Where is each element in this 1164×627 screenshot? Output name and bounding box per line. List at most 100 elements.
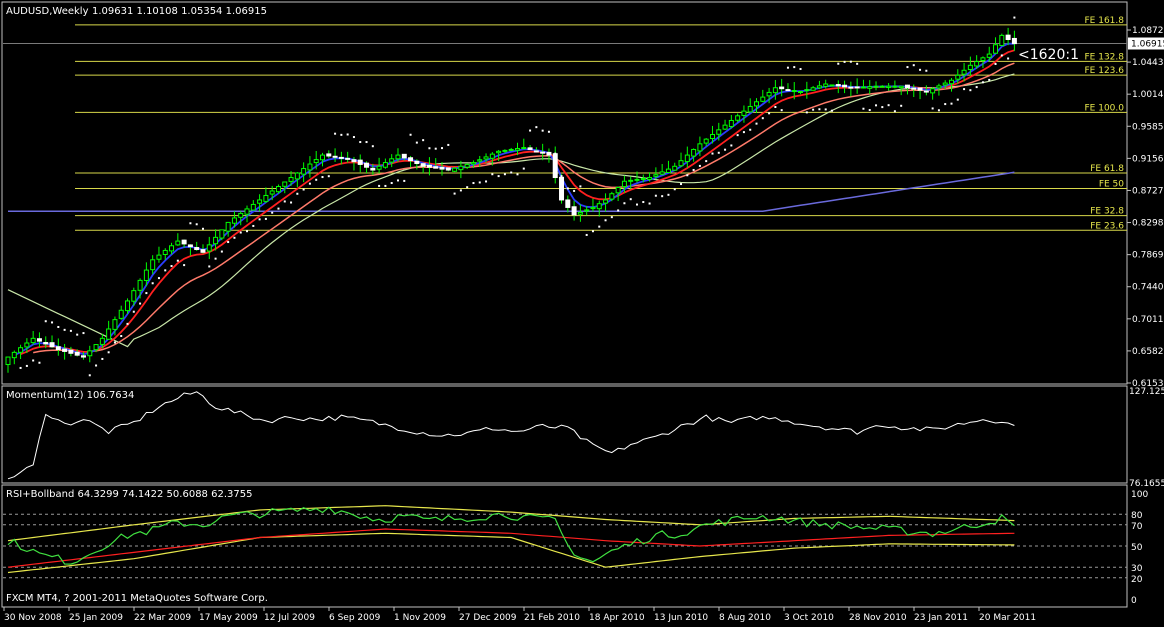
sar-dot xyxy=(120,335,123,338)
sar-dot xyxy=(340,133,343,136)
sar-dot xyxy=(308,182,311,185)
candle-body xyxy=(49,342,55,348)
sar-dot xyxy=(698,164,701,167)
fibo-label: FE 100.0 xyxy=(1085,103,1125,113)
candle-body xyxy=(955,74,961,80)
candle-body xyxy=(389,158,395,163)
candle-body xyxy=(169,245,175,252)
candle-body xyxy=(74,351,80,356)
ema-blue-line xyxy=(13,42,1015,357)
candle-body xyxy=(791,90,797,93)
candle-body xyxy=(213,236,219,245)
sar-dot xyxy=(598,225,601,228)
candle-body xyxy=(408,157,414,162)
sar-dot xyxy=(900,104,903,107)
candle-body xyxy=(892,85,898,88)
rsi-middle-band xyxy=(7,528,1015,568)
fibo-label: FE 123.6 xyxy=(1085,66,1125,76)
candle-body xyxy=(835,84,841,87)
candle-body xyxy=(659,171,665,175)
sar-dot xyxy=(76,333,79,336)
time-tick-label: 8 Aug 2010 xyxy=(719,613,771,623)
candle-body xyxy=(930,88,936,94)
sar-dot xyxy=(271,211,274,214)
sar-dot xyxy=(843,60,846,63)
sar-dot xyxy=(761,117,764,120)
candle-body xyxy=(118,309,124,319)
candle-body xyxy=(439,166,445,170)
sar-dot xyxy=(239,231,242,234)
candle-body xyxy=(200,249,206,253)
sar-dot xyxy=(352,136,355,139)
candle-body xyxy=(936,85,942,89)
candle-body xyxy=(470,162,476,165)
fibo-label: FE 32.8 xyxy=(1090,207,1124,217)
candle-body xyxy=(848,86,854,89)
sar-dot xyxy=(554,152,557,155)
sar-dot xyxy=(164,269,167,272)
sar-dot xyxy=(692,168,695,171)
sar-dot xyxy=(919,68,922,71)
candle-body xyxy=(370,167,376,171)
footer-copyright: FXCM MT4, ? 2001-2011 MetaQuotes Softwar… xyxy=(6,593,268,604)
candle-body xyxy=(634,178,640,181)
candle-body xyxy=(873,85,879,88)
sar-dot xyxy=(32,359,35,362)
candle-body xyxy=(911,87,917,90)
sar-dot xyxy=(925,69,928,72)
candle-body xyxy=(30,337,36,344)
sar-dot xyxy=(44,320,47,323)
candle-body xyxy=(747,105,753,113)
candle-body xyxy=(716,129,722,135)
sar-dot xyxy=(346,133,349,136)
sar-dot xyxy=(183,264,186,267)
sar-dot xyxy=(724,148,727,151)
sar-dot xyxy=(170,265,173,268)
sar-dot xyxy=(101,357,104,360)
sar-dot xyxy=(107,351,110,354)
sar-dot xyxy=(478,181,481,184)
candle-body xyxy=(521,147,527,150)
sar-dot xyxy=(636,203,638,206)
candle-body xyxy=(364,162,370,168)
candle-body xyxy=(483,156,489,160)
sar-dot xyxy=(57,325,60,328)
sar-dot xyxy=(944,103,947,106)
sar-dot xyxy=(126,322,129,325)
candle-body xyxy=(106,328,112,340)
momentum-tick-label: 76.1655 xyxy=(1129,479,1164,489)
time-tick-label: 22 Mar 2009 xyxy=(134,613,191,623)
sar-dot xyxy=(642,201,645,204)
candle-body xyxy=(43,341,49,345)
candle-body xyxy=(263,194,269,202)
sar-dot xyxy=(975,86,978,89)
sar-dot xyxy=(409,133,412,136)
sar-dot xyxy=(604,219,607,222)
candle-body xyxy=(420,163,426,167)
candle-body xyxy=(414,160,420,164)
rsi-tick-label: 20 xyxy=(1131,575,1143,585)
sar-dot xyxy=(403,179,406,182)
candle-body xyxy=(401,153,407,159)
sar-dot xyxy=(1013,16,1016,19)
ema-salmon-line xyxy=(33,62,1015,354)
sar-dot xyxy=(95,364,98,367)
candle-body xyxy=(678,160,684,167)
sar-dot xyxy=(1007,57,1010,60)
candle-body xyxy=(842,84,848,88)
momentum-line xyxy=(7,391,1015,480)
candle-body xyxy=(552,153,558,179)
sar-dot xyxy=(25,364,28,367)
sar-dot xyxy=(522,167,525,170)
time-tick-label: 23 Jan 2011 xyxy=(914,613,968,623)
sar-dot xyxy=(63,328,66,331)
candle-body xyxy=(766,91,772,97)
sar-dot xyxy=(623,202,626,205)
sar-dot xyxy=(422,139,425,142)
candle-body xyxy=(301,168,307,175)
candle-body xyxy=(11,351,17,359)
